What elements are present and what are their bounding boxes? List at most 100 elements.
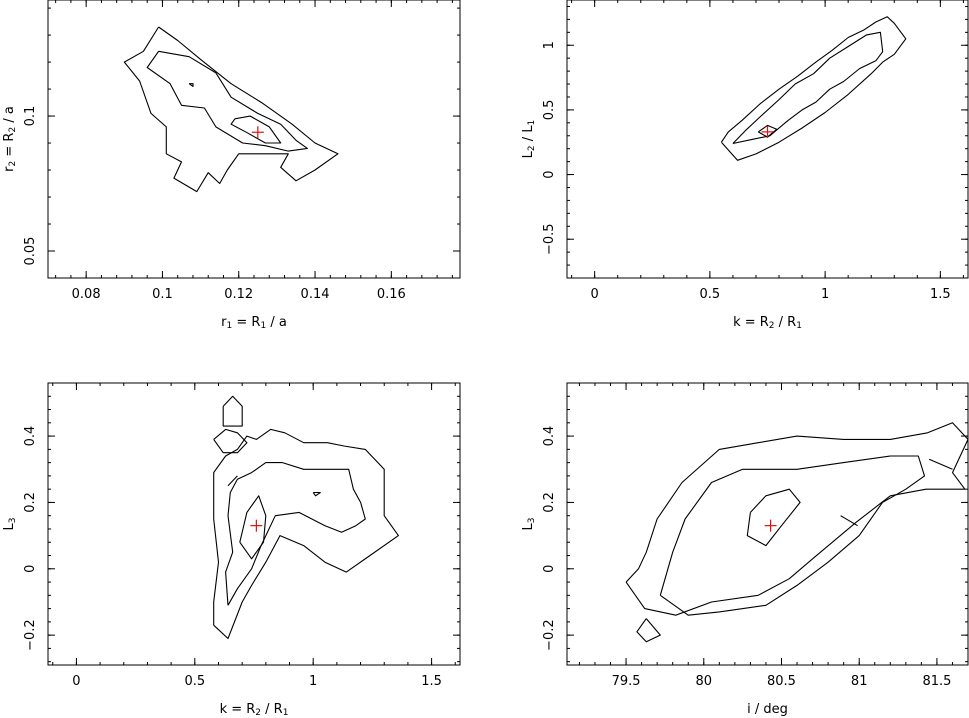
plot-frame (47, 382, 461, 666)
y-axis-label: L3 (521, 518, 537, 531)
x-tick-label: 81 (851, 674, 868, 689)
x-tick-label: 1 (309, 674, 317, 689)
y-axis-label-base: L (2, 522, 17, 530)
x-axis-label-base-sub: 1 (227, 321, 233, 331)
x-tick-label: 1 (821, 287, 829, 302)
y-tick-label: −0.5 (542, 223, 557, 255)
x-tick-label: 0.5 (184, 674, 205, 689)
y-tick-label: 0.4 (542, 426, 557, 447)
contour-line (230, 115, 282, 144)
y-axis-label-base-sub: 3 (527, 518, 537, 524)
y-tick-label: 0.4 (23, 426, 38, 447)
y-tick-label: 0.1 (23, 106, 38, 127)
y-axis-label-base: L (521, 522, 536, 530)
y-tick-label: 0 (542, 170, 557, 178)
contour-line (222, 395, 243, 427)
y-axis-label-base-sub: 3 (8, 518, 18, 524)
y-axis-label-tail: / a (2, 106, 17, 127)
x-axis-label: k = R2 / R1 (220, 702, 289, 718)
x-axis-label-base-sub: 2 (255, 708, 261, 718)
x-axis-label: k = R2 / R1 (733, 315, 802, 331)
y-tick-label: 0.2 (542, 492, 557, 513)
contour-line (188, 83, 194, 87)
x-tick-label: 0.08 (72, 287, 101, 302)
x-tick-label: 0 (72, 674, 80, 689)
y-axis-label-base: r (2, 166, 17, 172)
x-axis-label-base: k = R (733, 315, 769, 330)
x-axis-label-rest: / R (261, 702, 283, 717)
y-axis-label-base-sub: 2 (527, 145, 537, 151)
contour-line (227, 475, 238, 487)
x-axis-label-base: r (221, 315, 227, 330)
contour-line (123, 26, 339, 193)
best-fit-marker (250, 519, 263, 532)
y-axis-label-rest-sub: 1 (527, 120, 537, 126)
x-axis-label-rest-sub: 1 (796, 321, 802, 331)
contour-line (840, 515, 858, 527)
y-tick-label: −0.2 (23, 619, 38, 651)
y-axis-label-rest: / L (521, 125, 536, 146)
y-axis-label: L3 (2, 518, 18, 531)
x-axis-label-rest-sub: 1 (283, 708, 289, 718)
contour-line (732, 31, 884, 145)
x-axis-label-rest-sub: 1 (260, 321, 266, 331)
panel-1: 0.08 0.1 0.12 0.14 0.160.050.1r1 = R1 / ar2 … (2, 0, 461, 331)
y-tick-label: −0.2 (542, 619, 557, 651)
contour-line (928, 458, 953, 470)
y-axis-label-base-sub: 2 (8, 161, 18, 167)
x-tick-label: 1.5 (930, 287, 951, 302)
contour-line (659, 455, 926, 616)
x-tick-label: 80.5 (767, 674, 796, 689)
x-axis-label-rest: = R (232, 315, 260, 330)
plot-frame (47, 0, 461, 279)
plot-frame (566, 0, 969, 279)
x-tick-label: 0 (591, 287, 599, 302)
x-axis-label-tail: / a (266, 315, 287, 330)
y-axis-label-rest: = R (2, 133, 17, 161)
x-tick-label: 79.5 (612, 674, 641, 689)
contour-line (636, 618, 661, 643)
contour-line (720, 16, 907, 161)
contour-line (213, 428, 248, 454)
x-axis-label-rest: / R (775, 315, 797, 330)
x-tick-label: 0.1 (152, 287, 173, 302)
x-tick-label: 0.14 (301, 287, 330, 302)
y-tick-label: 0 (542, 565, 557, 573)
contour-line (225, 462, 366, 606)
y-tick-label: 0 (23, 565, 38, 573)
contour-line (757, 124, 778, 138)
x-tick-label: 0.16 (377, 287, 406, 302)
y-axis-label-rest-sub: 2 (8, 127, 18, 133)
contour-line (239, 495, 267, 560)
y-tick-label: 1 (542, 41, 557, 49)
best-fit-marker (761, 125, 774, 138)
best-fit-marker (764, 519, 777, 532)
contour-line (746, 488, 801, 547)
x-axis-label-base: i / deg (747, 702, 788, 717)
x-tick-label: 1.5 (421, 674, 442, 689)
x-axis-label: r1 = R1 / a (221, 315, 287, 331)
plot-frame (566, 382, 969, 666)
contour-line (625, 422, 969, 616)
y-axis-label-base: L (521, 150, 536, 158)
panel-4: 79.5 80 80.5 81 81.5 −0.2 0 0.2 0.4 i / deg L3 (521, 382, 969, 717)
y-tick-label: 0.5 (542, 100, 557, 121)
y-axis-label: L2 / L1 (521, 120, 537, 159)
x-axis-label: i / deg (747, 702, 788, 717)
contour-line (312, 491, 321, 497)
x-tick-label: 0.12 (224, 287, 253, 302)
y-tick-label: 0.2 (23, 492, 38, 513)
contour-line (213, 428, 399, 640)
x-tick-label: 80 (696, 674, 713, 689)
x-tick-label: 0.5 (700, 287, 721, 302)
y-tick-label: 0.05 (23, 237, 38, 266)
x-axis-label-base-sub: 2 (769, 321, 775, 331)
y-axis-label: r2 = R2 / a (2, 106, 18, 172)
x-axis-label-base: k = R (220, 702, 256, 717)
x-tick-label: 81.5 (922, 674, 951, 689)
best-fit-marker (251, 126, 264, 139)
contour-line (146, 50, 308, 152)
